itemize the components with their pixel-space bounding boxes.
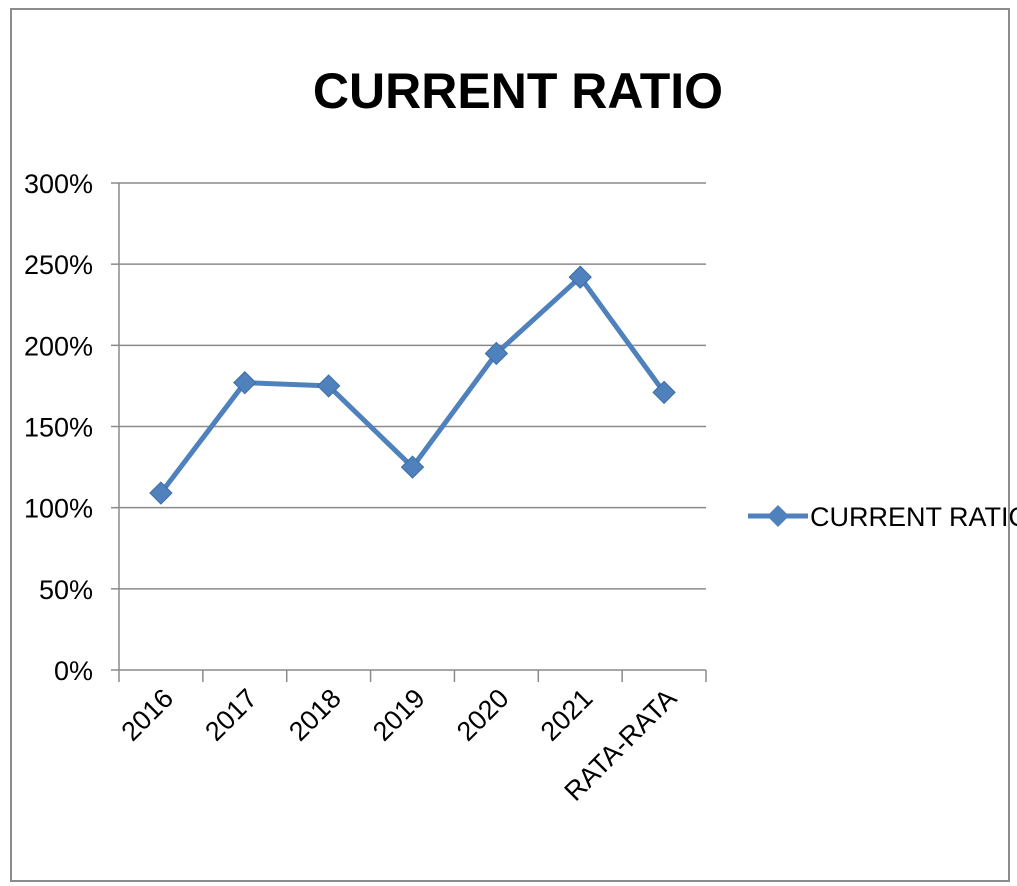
legend-label: CURRENT RATIO (810, 502, 1017, 532)
y-tick-labels: 0% 50% 100% 150% 200% 250% 300% (24, 169, 93, 686)
x-tick-label: 2016 (115, 683, 179, 747)
axes (111, 182, 707, 682)
x-tick-label: 2018 (283, 683, 347, 747)
data-point-2020 (484, 341, 509, 366)
series-current-ratio (149, 265, 676, 505)
y-tick-label: 300% (24, 169, 93, 199)
data-point-2016 (149, 481, 173, 505)
legend-marker-diamond (767, 505, 789, 527)
data-point-2021 (568, 265, 592, 289)
data-point-2018 (316, 374, 341, 398)
y-tick-label: 0% (54, 656, 93, 686)
x-tick-label: 2021 (535, 683, 599, 747)
x-tick-label: 2019 (367, 683, 431, 747)
x-tick-label: 2017 (199, 683, 263, 747)
data-point-RATA-RATA (652, 380, 676, 405)
legend: CURRENT RATIO (748, 502, 1017, 532)
y-tick-label: 150% (24, 413, 93, 443)
chart-title: CURRENT RATIO (313, 63, 723, 119)
data-point-2017 (233, 370, 257, 395)
y-tick-label: 100% (24, 494, 93, 524)
gridlines (119, 182, 706, 590)
y-tick-label: 200% (24, 331, 93, 361)
chart-frame (10, 8, 1010, 882)
y-tick-label: 250% (24, 250, 93, 280)
x-tick-label: 2020 (451, 683, 515, 747)
y-tick-label: 50% (39, 575, 93, 605)
data-point-2019 (400, 455, 425, 479)
